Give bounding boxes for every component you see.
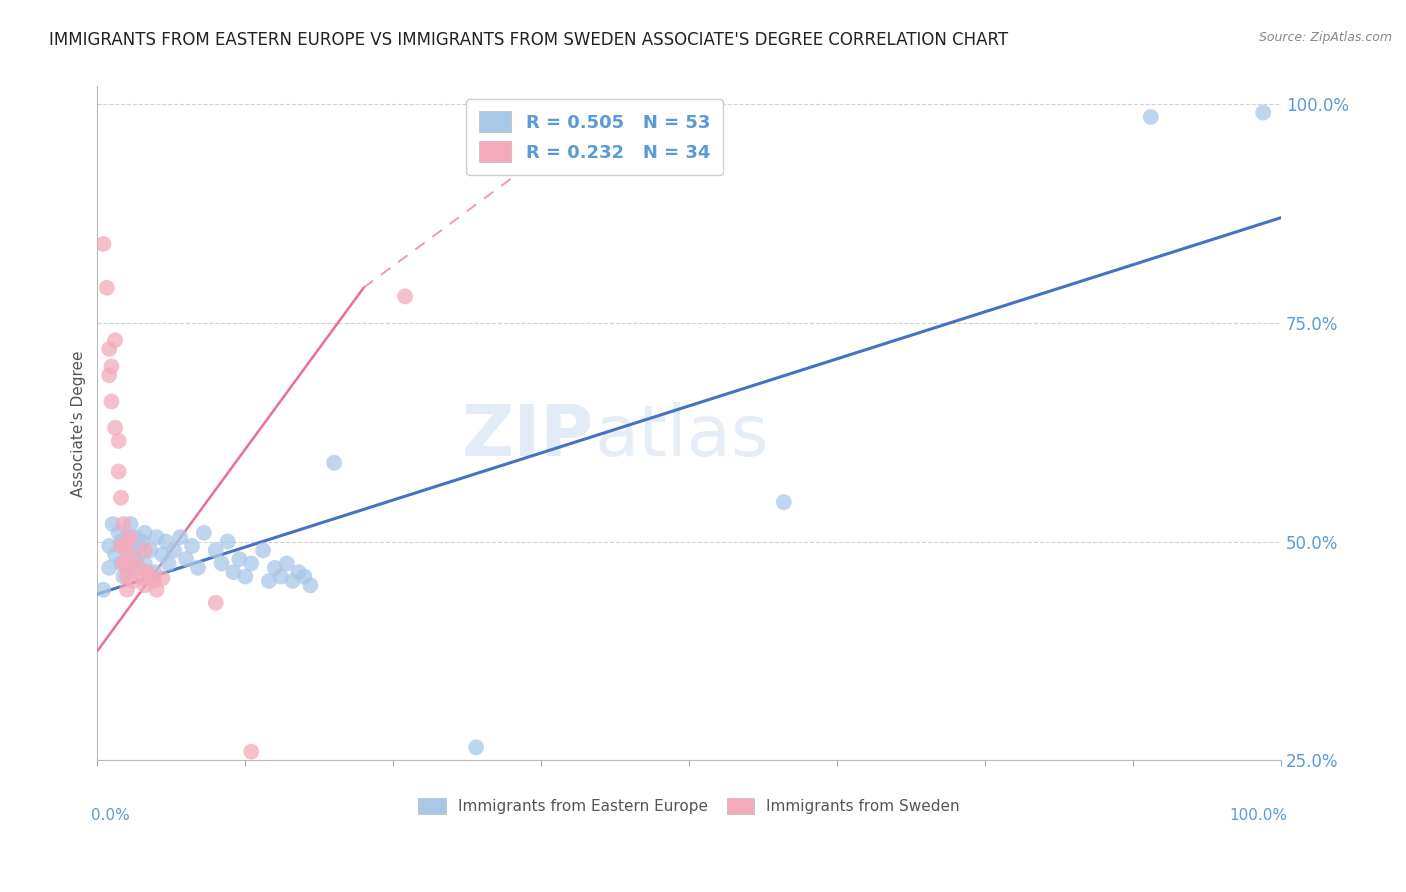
Text: ZIP: ZIP (463, 402, 595, 471)
Point (131, 571, 153, 585)
Point (121, 561, 143, 575)
Point (181, 539, 204, 553)
Point (134, 543, 156, 558)
Point (110, 557, 132, 571)
Point (276, 557, 298, 571)
Point (152, 548, 174, 562)
Point (107, 465, 129, 479)
Point (98, 539, 121, 553)
Point (157, 557, 180, 571)
Point (139, 569, 162, 583)
Point (98, 561, 121, 575)
Point (257, 574, 280, 588)
Point (1251, 105, 1274, 120)
Point (143, 574, 166, 588)
Point (98, 368, 121, 383)
Point (143, 565, 166, 579)
Y-axis label: Associate's Degree: Associate's Degree (72, 351, 86, 497)
Point (323, 456, 346, 470)
Point (294, 569, 316, 583)
Point (139, 543, 162, 558)
Point (98, 342, 121, 356)
Text: atlas: atlas (595, 402, 769, 471)
Point (240, 557, 263, 571)
Point (124, 530, 146, 544)
Point (134, 557, 156, 571)
Point (100, 359, 122, 374)
Point (772, 495, 794, 509)
Point (163, 543, 186, 558)
Point (1139, 110, 1161, 124)
Point (104, 421, 127, 435)
Point (121, 543, 143, 558)
Point (115, 534, 138, 549)
Point (121, 552, 143, 566)
Point (96, 281, 118, 295)
Point (112, 557, 135, 571)
Point (120, 530, 142, 544)
Text: Source: ZipAtlas.com: Source: ZipAtlas.com (1258, 31, 1392, 45)
Point (187, 561, 209, 575)
Point (128, 539, 150, 553)
Point (112, 516, 135, 531)
Point (110, 534, 132, 549)
Point (115, 561, 138, 575)
Point (299, 578, 322, 592)
Point (131, 534, 153, 549)
Point (120, 516, 142, 531)
Point (155, 534, 177, 549)
Point (107, 434, 129, 448)
Point (134, 578, 156, 592)
Point (101, 516, 124, 531)
Point (125, 552, 148, 566)
Point (240, 745, 263, 759)
Point (91, 236, 114, 251)
Point (107, 525, 129, 540)
Point (115, 557, 138, 571)
Point (115, 543, 138, 558)
Point (104, 548, 127, 562)
Legend: Immigrants from Eastern Europe, Immigrants from Sweden: Immigrants from Eastern Europe, Immigran… (412, 792, 966, 820)
Point (115, 582, 138, 597)
Point (128, 561, 150, 575)
Point (193, 525, 215, 540)
Point (134, 525, 156, 540)
Point (100, 394, 122, 409)
Point (104, 333, 127, 347)
Point (169, 530, 191, 544)
Point (112, 569, 135, 583)
Point (152, 571, 174, 585)
Point (270, 569, 292, 583)
Point (287, 565, 309, 579)
Point (110, 491, 132, 505)
Point (233, 569, 256, 583)
Point (217, 534, 239, 549)
Point (145, 530, 167, 544)
Text: 100.0%: 100.0% (1229, 807, 1286, 822)
Point (204, 596, 226, 610)
Text: IMMIGRANTS FROM EASTERN EUROPE VS IMMIGRANTS FROM SWEDEN ASSOCIATE'S DEGREE CORR: IMMIGRANTS FROM EASTERN EUROPE VS IMMIGR… (49, 31, 1008, 49)
Point (121, 574, 143, 588)
Point (115, 543, 138, 558)
Point (211, 557, 233, 571)
Point (115, 530, 138, 544)
Point (91, 582, 114, 597)
Point (222, 565, 245, 579)
Point (228, 552, 250, 566)
Point (394, 289, 416, 303)
Point (115, 569, 138, 583)
Point (110, 539, 132, 553)
Point (252, 543, 274, 558)
Point (281, 574, 304, 588)
Point (145, 582, 167, 597)
Point (136, 565, 159, 579)
Point (204, 543, 226, 558)
Point (174, 552, 197, 566)
Text: 0.0%: 0.0% (91, 807, 131, 822)
Point (264, 561, 287, 575)
Point (465, 740, 488, 755)
